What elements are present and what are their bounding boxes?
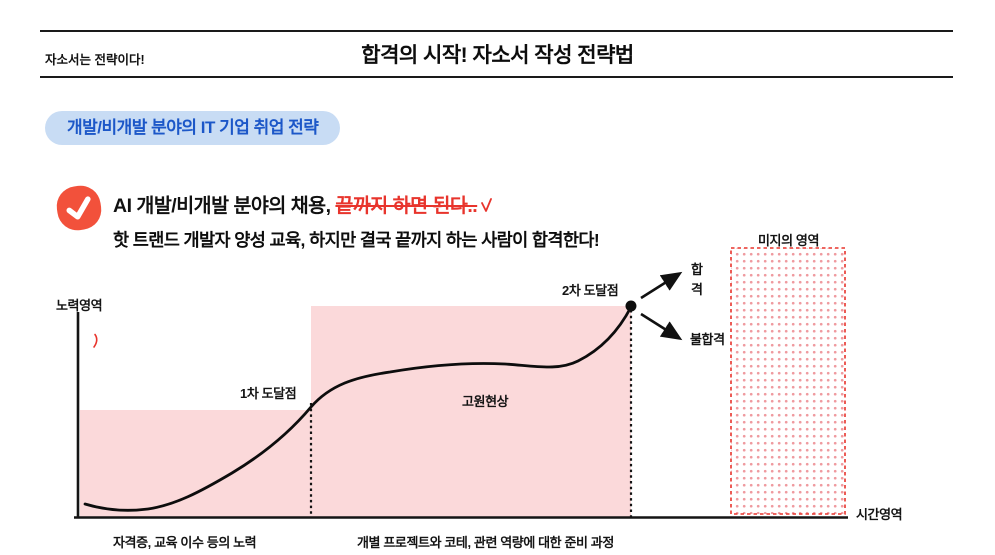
fail-label: 불합격: [690, 332, 725, 347]
header-tagline: 자소서는 전략이다!: [45, 53, 145, 67]
pass-label: 합 격: [691, 262, 703, 298]
milestone1-label: 1차 도달점: [240, 386, 297, 401]
heading-prefix: AI 개발/비개발 분야의 채용,: [113, 195, 336, 217]
fail-arrow: [640, 312, 683, 341]
pass-arrow: [640, 271, 683, 300]
stage1-caption: 자격증, 교육 이수 등의 노력: [113, 535, 257, 550]
page-title: 합격의 시작! 자소서 작성 전략법: [361, 44, 634, 67]
red-annotation-mark: [93, 333, 98, 348]
effort-curve: [83, 305, 633, 512]
milestone2-label: 2차 도달점: [562, 283, 619, 298]
header-bottom-rule: [40, 76, 953, 78]
topic-badge: 개발/비개발 분야의 IT 기업 취업 전략: [45, 111, 341, 145]
unknown-region: [730, 247, 846, 515]
section-subheading: 핫 트랜드 개발자 양성 교육, 하지만 결국 끝까지 하는 사람이 합격한다!: [113, 230, 600, 250]
unknown-area-label: 미지의 영역: [758, 233, 820, 248]
heading-emphasis: 끝까지 하면 된다..: [335, 195, 478, 217]
check-icon: [53, 182, 105, 234]
stage2-caption: 개별 프로젝트와 코테, 관련 역량에 대한 준비 과정: [357, 535, 614, 550]
y-axis-label: 노력영역: [56, 298, 103, 313]
stage1-region: [80, 410, 311, 517]
section-heading: AI 개발/비개발 분야의 채용, 끝까지 하면 된다..: [113, 189, 493, 218]
x-axis-label: 시간영역: [856, 507, 903, 522]
plateau-label: 고원현상: [462, 394, 509, 409]
milestone2-point: [625, 300, 637, 312]
header-top-rule: [40, 30, 953, 32]
stage2-region: [311, 306, 631, 517]
hand-tick-icon: [481, 198, 493, 212]
